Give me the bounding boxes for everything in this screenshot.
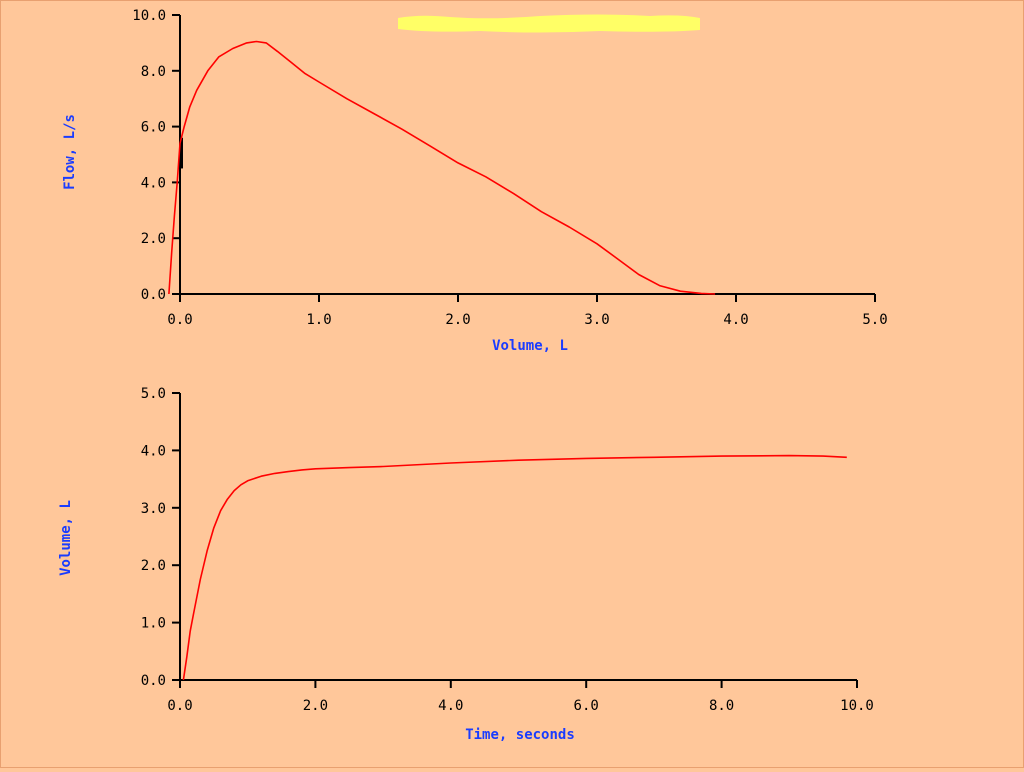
flow-volume-y-tick-label: 4.0 <box>141 175 166 191</box>
volume-time-x-tick-label: 10.0 <box>840 698 874 714</box>
flow-volume-curve <box>168 40 716 295</box>
flow-volume-x-tick-label: 0.0 <box>167 312 192 328</box>
flow-volume-x-tick-label: 4.0 <box>723 312 748 328</box>
flow-volume-y-tick-label: 8.0 <box>141 64 166 80</box>
flow-volume-x-tick-label: 5.0 <box>862 312 887 328</box>
flow-volume-x-tick-label: 1.0 <box>306 312 331 328</box>
volume-time-y-tick-label: 4.0 <box>141 443 166 459</box>
volume-time-y-tick-label: 5.0 <box>141 386 166 402</box>
volume-time-y-tick-label: 2.0 <box>141 558 166 574</box>
volume-time-x-tick-label: 4.0 <box>438 698 463 714</box>
flow-volume-y-tick-label: 10.0 <box>132 8 166 24</box>
volume-time-x-axis-title: Time, seconds <box>465 727 575 743</box>
highlighter-mark <box>398 14 700 33</box>
flow-volume-y-tick-label: 2.0 <box>141 231 166 247</box>
flow-volume-x-tick-label: 3.0 <box>584 312 609 328</box>
flow-volume-x-axis-title: Volume, L <box>492 338 568 354</box>
flow-volume-y-axis-title: Flow, L/s <box>62 114 78 190</box>
volume-time-chart: 0.0 1.0 2.0 3.0 4.0 5.0 0.0 2.0 4.0 6.0 8.0 10.0 T… <box>58 386 874 743</box>
flow-volume-x-tick-label: 2.0 <box>445 312 470 328</box>
flow-volume-chart: 0.0 2.0 4.0 6.0 8.0 10.0 0.0 1.0 2.0 3.0 4.0 5.0 V… <box>62 8 888 354</box>
flow-volume-y-tick-label: 6.0 <box>141 120 166 136</box>
volume-time-y-tick-label: 0.0 <box>141 673 166 689</box>
volume-time-curve <box>182 454 847 681</box>
volume-time-y-tick-label: 3.0 <box>141 501 166 517</box>
volume-time-y-tick-label: 1.0 <box>141 616 166 632</box>
volume-time-x-tick-label: 8.0 <box>709 698 734 714</box>
volume-time-x-tick-label: 6.0 <box>574 698 599 714</box>
volume-time-y-axis-title: Volume, L <box>58 500 74 576</box>
flow-volume-y-tick-label: 0.0 <box>141 287 166 303</box>
volume-time-x-tick-label: 0.0 <box>167 698 192 714</box>
volume-time-x-tick-label: 2.0 <box>303 698 328 714</box>
